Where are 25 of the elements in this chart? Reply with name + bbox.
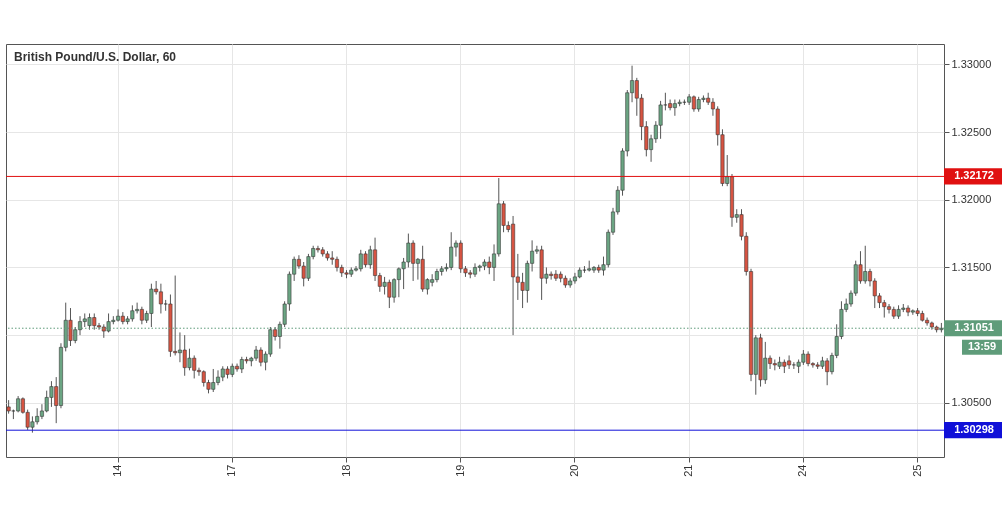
text: British Pound/U.S. Dollar, 60 xyxy=(14,50,177,64)
y-tick-label: 1.32500 xyxy=(951,125,992,138)
x-tick-label: 24 xyxy=(796,464,809,477)
x-tick-label: 25 xyxy=(910,464,923,477)
ref-line-label: 1.30298 xyxy=(954,423,994,436)
ref-line-label: 1.32172 xyxy=(954,169,994,182)
x-tick-label: 17 xyxy=(225,464,238,477)
ref-line-label: 1.31051 xyxy=(954,321,994,334)
candlestick xyxy=(158,283,163,314)
y-tick-label: 1.33000 xyxy=(951,57,992,70)
candlestick xyxy=(668,99,673,111)
y-tick-label: 1.30500 xyxy=(951,396,992,409)
text: 13:59 xyxy=(967,340,997,353)
candlestick xyxy=(234,363,240,373)
y-tick-label: 1.31500 xyxy=(951,260,992,273)
x-tick-label: 19 xyxy=(453,464,466,477)
candlestick xyxy=(658,100,663,140)
x-tick-label: 14 xyxy=(111,464,124,477)
candlestick xyxy=(315,245,321,254)
x-tick-label: 18 xyxy=(339,464,352,477)
candlestick xyxy=(215,369,221,386)
x-tick-label: 21 xyxy=(682,464,695,477)
x-tick-label: 20 xyxy=(567,464,580,477)
candlestick xyxy=(886,303,892,314)
y-tick-label: 1.32000 xyxy=(951,193,992,206)
